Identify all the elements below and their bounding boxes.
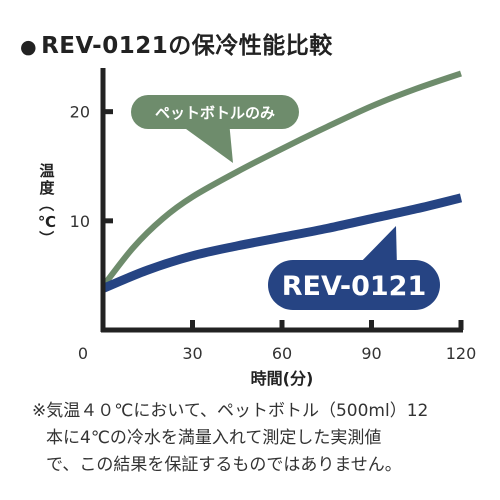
y-axis-title-char: （: [37, 196, 55, 211]
pet-label-badge: [131, 95, 299, 129]
chart-title: ● REV-0121の保冷性能比較: [20, 26, 333, 60]
title-text: REV-0121の保冷性能比較: [41, 33, 333, 59]
x-tick-label: 120: [446, 344, 477, 363]
rev-label-text: REV-0121: [282, 271, 427, 302]
rev-label-badge: [268, 260, 440, 310]
y-axis-title-char: 度: [39, 179, 55, 197]
x-tick-label: 90: [361, 344, 381, 363]
x-tick-label: 0: [78, 344, 88, 363]
note-line-3: で、この結果を保証するものではありません。: [46, 455, 402, 475]
rev-label-pointer: [355, 226, 397, 268]
series-line-pet-bottle: [100, 70, 462, 289]
x-axis-title: 時間(分): [251, 369, 314, 388]
y-axis-title-char: ℃: [38, 213, 56, 231]
x-tick-label: 60: [272, 344, 292, 363]
label-layer: 時間(分) 温度（ ℃） ペットボトルのみ REV-0121: [37, 95, 440, 388]
x-tick-label: 30: [182, 344, 202, 363]
y-tick-label: 20: [70, 103, 90, 122]
disclaimer-note: ※気温４０℃において、ペットボトル（500ml）12 本に4℃の冷水を満量入れて…: [32, 398, 492, 479]
title-bullet: ●: [20, 36, 38, 58]
tick-layer: 0 30 60 90 120 10 20: [70, 103, 477, 363]
series-layer: [100, 70, 463, 293]
pet-label-pointer: [175, 121, 233, 163]
y-axis-title-char: 温: [39, 162, 54, 180]
series-line-rev-0121: [101, 193, 463, 293]
note-line-2: 本に4℃の冷水を満量入れて測定した実測値: [46, 428, 382, 448]
y-tick-label: 10: [70, 212, 90, 231]
pet-label-text: ペットボトルのみ: [155, 104, 275, 122]
note-line-1: ※気温４０℃において、ペットボトル（500ml）12: [32, 401, 429, 421]
y-axis-title-char: ）: [37, 230, 55, 245]
